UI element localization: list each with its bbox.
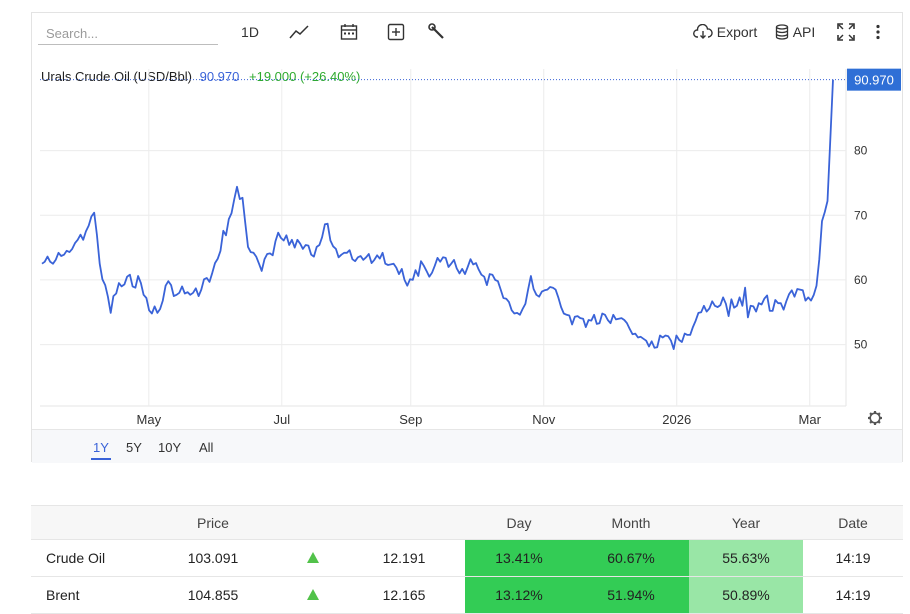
range-all-button[interactable]: All — [199, 440, 214, 455]
range-1y-button[interactable]: 1Y — [91, 440, 111, 460]
chart-panel: 1D Export API Urals Crude Oil (USD/B — [31, 12, 903, 463]
table-header: Price — [143, 505, 283, 540]
table-header-row: Price Day Month Year Date — [31, 505, 903, 540]
table-row[interactable]: Brent 104.855 12.165 13.12% 51.94% 50.89… — [31, 576, 903, 614]
table-header: Date — [803, 505, 903, 540]
chart-toolbar: 1D Export API — [32, 13, 902, 47]
database-icon — [775, 24, 788, 40]
y-tick-label: 70 — [854, 208, 868, 222]
year-change-cell: 50.89% — [689, 576, 803, 614]
date-cell: 14:19 — [803, 539, 903, 577]
last-value-badge-label: 90.970 — [854, 73, 894, 88]
commodity-name-link[interactable]: Brent — [31, 576, 143, 614]
y-tick-label: 50 — [854, 338, 868, 352]
interval-button[interactable]: 1D — [235, 21, 265, 43]
series-last-value: 90.970 — [199, 69, 240, 84]
gear-icon[interactable] — [868, 411, 882, 425]
table-row[interactable]: Crude Oil 103.091 12.191 13.41% 60.67% 5… — [31, 539, 903, 577]
series-name: Urals Crude Oil (USD/Bbl) — [41, 69, 192, 84]
export-label: Export — [716, 24, 758, 40]
add-box-icon[interactable] — [383, 21, 409, 43]
x-tick-label: Mar — [799, 412, 822, 427]
range-5y-button[interactable]: 5Y — [126, 440, 142, 455]
year-change-cell: 55.63% — [689, 539, 803, 577]
x-tick-label: May — [137, 412, 162, 427]
interval-label: 1D — [241, 24, 259, 40]
calendar-icon[interactable] — [336, 21, 362, 43]
x-tick-label: Sep — [399, 412, 422, 427]
api-label: API — [792, 24, 816, 40]
x-tick-label: Nov — [532, 412, 556, 427]
table-header — [283, 505, 343, 540]
table-header: Month — [573, 505, 689, 540]
api-button[interactable]: API — [774, 21, 816, 43]
price-cell: 103.091 — [143, 539, 283, 577]
up-arrow-icon — [307, 552, 319, 563]
wrench-icon[interactable] — [424, 21, 450, 43]
direction-cell — [283, 539, 343, 577]
up-arrow-icon — [307, 589, 319, 600]
change-cell: 12.165 — [343, 576, 465, 614]
date-cell: 14:19 — [803, 576, 903, 614]
x-tick-label: 2026 — [662, 412, 691, 427]
line-chart-icon[interactable] — [286, 21, 312, 43]
table-header — [343, 505, 465, 540]
price-line — [41, 79, 834, 351]
table-header — [31, 505, 143, 540]
export-button[interactable]: Export — [692, 21, 758, 43]
day-change-cell: 13.12% — [465, 576, 573, 614]
series-legend: Urals Crude Oil (USD/Bbl) 90.970 +19.000… — [41, 69, 360, 84]
more-vertical-icon[interactable] — [870, 21, 886, 43]
direction-cell — [283, 576, 343, 614]
cloud-download-icon — [692, 24, 713, 39]
fullscreen-icon[interactable] — [834, 21, 858, 43]
price-chart[interactable]: 50 60 70 80 May Jul Sep Nov 2026 Mar 90.970 — [32, 13, 902, 429]
y-tick-label: 60 — [854, 273, 868, 287]
range-10y-button[interactable]: 10Y — [158, 440, 182, 455]
table-header: Year — [689, 505, 803, 540]
price-cell: 104.855 — [143, 576, 283, 614]
range-selector: 1Y 5Y 10Y All — [32, 429, 902, 463]
last-value-badge — [847, 68, 901, 91]
month-change-cell: 51.94% — [573, 576, 689, 614]
quotes-table: Price Day Month Year Date Crude Oil 103.… — [31, 505, 903, 614]
day-change-cell: 13.41% — [465, 539, 573, 577]
commodity-name-link[interactable]: Crude Oil — [31, 539, 143, 577]
series-change: +19.000 (+26.40%) — [249, 69, 361, 84]
table-header: Day — [465, 505, 573, 540]
month-change-cell: 60.67% — [573, 539, 689, 577]
y-tick-label: 80 — [854, 144, 868, 158]
search-input[interactable] — [38, 23, 218, 45]
change-cell: 12.191 — [343, 539, 465, 577]
x-tick-label: Jul — [273, 412, 290, 427]
